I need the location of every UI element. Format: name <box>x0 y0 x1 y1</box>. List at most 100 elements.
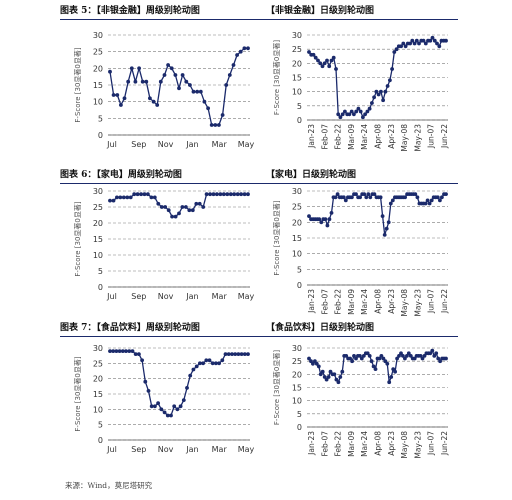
data-point <box>389 375 394 379</box>
x-tick-label: Feb-22 <box>334 124 343 150</box>
y-tick-label: 5 <box>98 267 103 276</box>
data-point <box>153 404 157 409</box>
data-point <box>363 112 367 117</box>
data-point <box>197 201 202 206</box>
data-point <box>333 195 338 200</box>
data-point <box>412 41 417 46</box>
y-tick-label: 0 <box>98 131 103 140</box>
source-note: 来源：Wind，莫尼塔研究 <box>65 481 153 490</box>
data-point <box>135 192 140 197</box>
data-point <box>204 192 209 197</box>
data-point <box>369 359 374 364</box>
y-tick-label: 15 <box>93 81 103 90</box>
data-point <box>108 198 112 203</box>
y-tick-label: 30 <box>93 187 103 196</box>
x-tick-label: Feb-07 <box>320 289 329 315</box>
y-tick-label: 0 <box>98 283 103 292</box>
row1-title-rule <box>60 19 458 20</box>
data-point <box>327 64 332 69</box>
data-point <box>314 361 319 366</box>
data-point <box>359 356 364 361</box>
x-tick-label: Apr-08 <box>374 431 383 456</box>
data-point <box>403 195 407 200</box>
y-tick-label: 15 <box>292 74 302 83</box>
data-point <box>325 223 330 228</box>
data-point <box>440 195 444 200</box>
data-point <box>184 205 188 209</box>
data-point <box>225 192 230 197</box>
data-point <box>316 364 321 369</box>
x-tick-label: Jun-22 <box>440 289 449 314</box>
data-point <box>399 351 403 356</box>
data-point <box>204 358 209 363</box>
data-point <box>198 89 203 94</box>
y-axis-title: F-Score [30显著0显著] <box>272 200 281 275</box>
data-point <box>246 352 250 356</box>
data-point <box>184 79 189 84</box>
data-point <box>319 220 324 225</box>
data-point <box>146 389 151 393</box>
data-point <box>201 361 206 366</box>
x-tick-label: Jan <box>185 140 198 149</box>
data-point <box>379 354 384 358</box>
data-point <box>152 195 157 200</box>
y-tick-label: 15 <box>292 234 302 243</box>
data-point <box>336 380 341 385</box>
data-point <box>210 361 215 366</box>
data-point <box>340 369 345 374</box>
data-point <box>231 63 236 67</box>
data-point <box>149 195 154 200</box>
data-point <box>415 195 420 200</box>
data-point <box>139 192 144 197</box>
data-point <box>413 192 418 197</box>
data-point <box>395 356 399 361</box>
y-axis-title: F-Score [30显著0显著] <box>73 356 82 431</box>
data-point <box>320 64 325 69</box>
x-tick-label: May-08 <box>400 431 409 459</box>
data-point <box>118 195 123 200</box>
x-tick-label: Mar-24 <box>360 431 369 457</box>
data-point <box>343 198 348 203</box>
data-point <box>211 192 216 197</box>
x-tick-label: Mar <box>212 140 228 149</box>
data-point <box>386 220 391 225</box>
data-point <box>390 67 394 71</box>
data-point <box>194 364 199 369</box>
data-point <box>233 352 238 356</box>
y-tick-label: 5 <box>297 410 302 419</box>
data-point <box>373 367 378 371</box>
data-point <box>156 201 161 206</box>
data-point <box>158 79 163 84</box>
data-point <box>207 358 212 363</box>
y-tick-label: 15 <box>93 235 103 244</box>
data-point <box>320 369 325 374</box>
data-point <box>169 413 173 418</box>
data-point <box>344 354 349 358</box>
data-point <box>175 407 180 412</box>
data-point <box>228 192 233 197</box>
data-point <box>239 352 244 356</box>
data-point <box>215 192 219 197</box>
y-tick-label: 5 <box>297 102 302 111</box>
data-point <box>425 198 430 203</box>
data-point <box>362 192 367 197</box>
data-point <box>108 349 112 353</box>
data-point <box>114 349 119 353</box>
x-tick-label: Jun-07 <box>427 289 436 314</box>
data-point <box>137 66 142 71</box>
x-tick-label: Mar-09 <box>347 124 356 150</box>
data-point <box>378 195 383 200</box>
data-point <box>381 98 385 103</box>
row2-right-title: 【家电】日级别轮动图 <box>266 170 357 180</box>
data-point <box>213 123 218 127</box>
x-tick-label: May <box>238 140 255 149</box>
y-tick-label: 10 <box>292 397 302 406</box>
y-tick-label: 0 <box>297 423 302 432</box>
data-point <box>128 195 133 200</box>
x-tick-label: Apr-08 <box>374 289 383 314</box>
y-tick-label: 10 <box>93 251 103 260</box>
data-point <box>111 349 116 353</box>
data-point <box>108 69 112 74</box>
